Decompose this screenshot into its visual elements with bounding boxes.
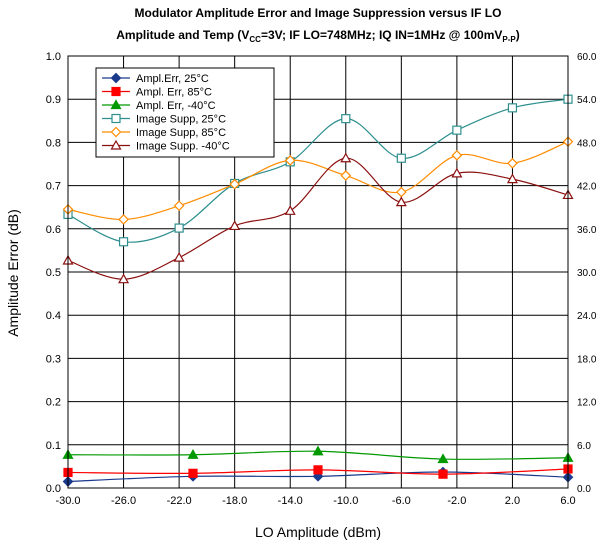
data-point bbox=[173, 200, 185, 212]
data-point bbox=[229, 220, 241, 231]
x-tick-label: -2.0 bbox=[447, 495, 466, 507]
legend-swatch-marker bbox=[110, 99, 122, 110]
data-point bbox=[452, 125, 462, 135]
legend-swatch-marker bbox=[110, 139, 122, 150]
legend-swatch-marker bbox=[110, 126, 122, 138]
data-point bbox=[506, 173, 518, 184]
chart-title-part: Amplitude and Temp (V bbox=[116, 28, 249, 42]
y-tick-label: 0.3 bbox=[46, 353, 61, 365]
y2-tick-label: 24.0 bbox=[577, 311, 597, 322]
y-tick-label: 0.1 bbox=[46, 440, 61, 452]
y2-tick-label: 0.0 bbox=[577, 484, 591, 495]
series-line bbox=[67, 141, 569, 221]
data-point bbox=[438, 469, 448, 479]
y2-tick-label: 30.0 bbox=[577, 268, 597, 279]
chart-title-part: ) bbox=[516, 28, 520, 42]
data-point bbox=[340, 170, 352, 181]
data-point bbox=[395, 186, 407, 198]
y2-tick-label: 36.0 bbox=[577, 225, 597, 236]
data-point bbox=[118, 214, 129, 225]
series-line bbox=[67, 157, 569, 280]
x-tick-label: -22.0 bbox=[167, 495, 192, 507]
y2-tick-label: 48.0 bbox=[577, 138, 597, 149]
y-tick-label: 0.7 bbox=[46, 181, 61, 193]
y-tick-label: 0.2 bbox=[46, 397, 61, 409]
y2-tick-label: 54.0 bbox=[577, 95, 597, 106]
x-tick-label: -30.0 bbox=[55, 495, 80, 507]
data-point bbox=[507, 157, 518, 169]
x-tick-label: -26.0 bbox=[111, 495, 136, 507]
y2-tick-label: 6.0 bbox=[577, 441, 591, 452]
data-point bbox=[284, 155, 296, 166]
series-line bbox=[67, 98, 569, 243]
data-point bbox=[312, 445, 324, 456]
legend-entry-label: Ampl. Err, -40°C bbox=[136, 100, 216, 112]
chart-title-part: P-P bbox=[502, 35, 516, 44]
legend-entry-label: Image Supp. -40°C bbox=[136, 141, 230, 153]
data-point bbox=[341, 114, 351, 124]
tick-labels: -30.0 -26.0 -22.0 -18.0 -14.0 -10.0 -6.0 -2.0 2.… bbox=[46, 51, 597, 507]
legend-entry-label: Ampl. Err, 85°C bbox=[136, 87, 212, 99]
x-tick-label: -10.0 bbox=[333, 495, 358, 507]
chart-title-part: CC bbox=[249, 35, 261, 44]
legend-swatch-marker bbox=[110, 72, 122, 84]
y-tick-label: 0.6 bbox=[46, 224, 61, 236]
x-tick-label: -14.0 bbox=[278, 495, 303, 507]
legend-swatch-marker bbox=[111, 86, 121, 97]
y2-tick-label: 12.0 bbox=[577, 398, 597, 409]
data-point bbox=[118, 237, 129, 247]
x-tick-label: 2.0 bbox=[505, 495, 520, 507]
data-point bbox=[451, 150, 463, 161]
plot-area-frame bbox=[67, 55, 569, 489]
data-point bbox=[229, 178, 241, 190]
y-tick-label: 0.8 bbox=[46, 137, 61, 149]
y-tick-label: 0.0 bbox=[46, 483, 61, 495]
y-tick-label: 1.0 bbox=[46, 51, 61, 63]
y-tick-label: 0.5 bbox=[46, 267, 61, 279]
data-point bbox=[118, 273, 130, 284]
y2-tick-label: 42.0 bbox=[577, 182, 597, 193]
data-point bbox=[437, 453, 449, 464]
data-point bbox=[451, 167, 463, 178]
x-tick-label: -18.0 bbox=[222, 495, 247, 507]
x-tick-label: 6.0 bbox=[560, 495, 575, 507]
x-tick-label: -6.0 bbox=[392, 495, 411, 507]
x-axis-label: LO Amplitude (dBm) bbox=[255, 524, 381, 540]
data-point bbox=[340, 152, 352, 163]
chart-title-part: =3V; IF LO=748MHz; IQ IN=1MHz @ 100mV bbox=[261, 28, 502, 42]
chart-title-line-2: Amplitude and Temp (VCC=3V; IF LO=748MHz… bbox=[116, 28, 519, 44]
legend-entry-label: Image Supp, 85°C bbox=[136, 127, 226, 139]
y-axis-label: Amplitude Error (dB) bbox=[5, 209, 21, 337]
data-point bbox=[188, 468, 198, 478]
data-point bbox=[395, 196, 407, 207]
y2-tick-label: 18.0 bbox=[577, 354, 597, 365]
y-tick-label: 0.9 bbox=[46, 94, 61, 106]
data-point bbox=[396, 153, 406, 163]
data-point bbox=[174, 223, 184, 233]
legend-entry-label: Image Supp, 25°C bbox=[136, 114, 226, 126]
data-point bbox=[507, 103, 518, 113]
data-point bbox=[173, 251, 185, 262]
legend-swatch-marker bbox=[111, 113, 121, 124]
data-point bbox=[284, 205, 296, 215]
legend-box bbox=[95, 67, 275, 158]
y2-tick-label: 60.0 bbox=[577, 52, 597, 63]
data-point bbox=[187, 449, 199, 459]
legend-entry-label: Ampl.Err, 25°C bbox=[136, 73, 209, 85]
chart-title-line-1: Modulator Amplitude Error and Image Supp… bbox=[135, 6, 502, 20]
y-tick-label: 0.4 bbox=[46, 310, 61, 322]
data-point bbox=[313, 465, 323, 475]
